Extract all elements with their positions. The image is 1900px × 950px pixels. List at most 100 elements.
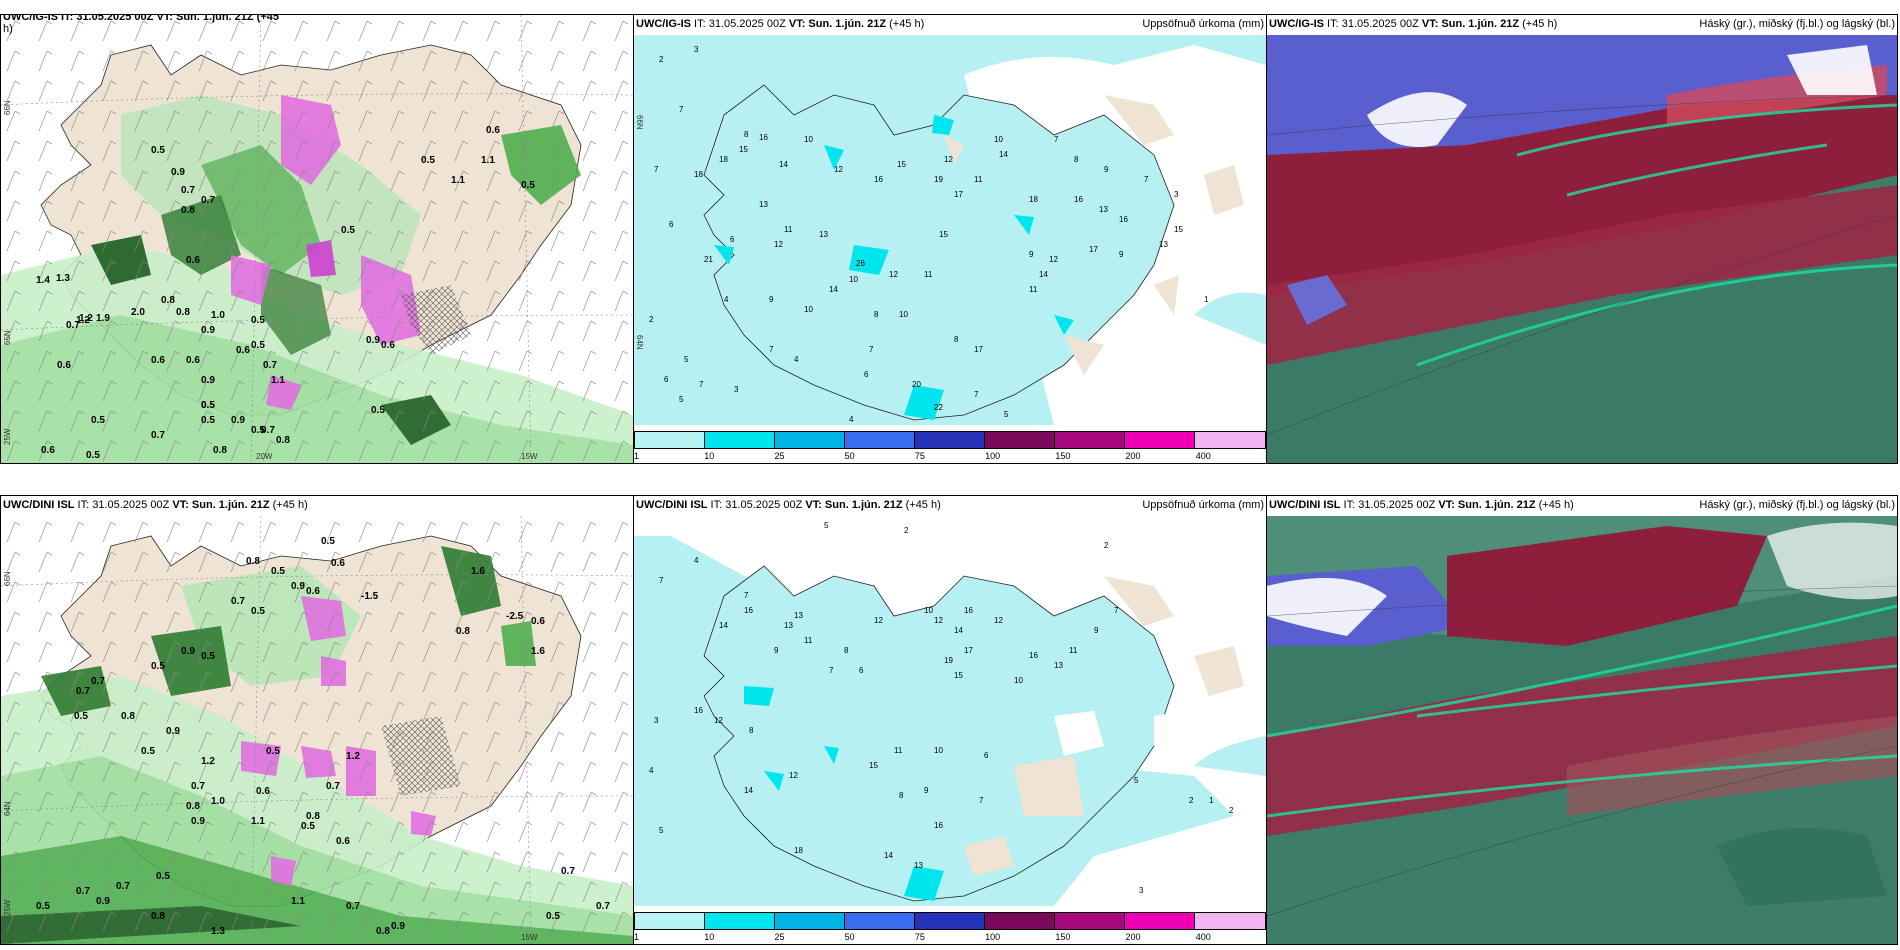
precip-value: 0.5 [201,400,215,411]
colorbar-label: 150 [1055,451,1071,461]
precip-value: 8 [954,335,959,344]
colorbar-swatch [1055,913,1125,929]
precip-value: 0.9 [291,581,305,592]
precip-labels: 0.5 0.9 0.7 0.6 1.1 0.5 0.8 0.5 0.5 1.1 … [1,15,633,463]
precip-value: 1.6 [471,566,485,577]
precip-value: 12 [1049,255,1058,264]
precip-value: 5 [1134,776,1139,785]
precip-value: 13 [784,621,793,630]
precip-value: 9 [1029,250,1034,259]
precip-value: 16 [1074,195,1083,204]
colorbar-label: 100 [985,932,1001,942]
panel-variable: Uppsöfnuð úrkoma (mm) [1142,18,1264,30]
precip-value: 19 [944,656,953,665]
precip-value: 10 [994,135,1003,144]
precip-value: 5 [824,521,829,530]
precip-value: 8 [1074,155,1079,164]
precip-value: 8 [874,310,879,319]
precip-value: 5 [1004,410,1009,419]
panel-variable: Háský (gr.), miðský (fj.bl.) og lágský (… [1699,18,1895,30]
colorbar-swatch [635,432,705,448]
precip-value: 3 [1139,886,1144,895]
precip-value: 0.7 [326,781,340,792]
panel-title: UWC/DINI ISL IT: 31.05.2025 00Z VT: Sun.… [636,499,941,513]
precip-value: 14 [954,626,963,635]
lat-label-25w: 25W [3,899,12,916]
precip-value: 0.5 [371,405,385,416]
dry-land-patches [944,95,1244,375]
precip-value: 0.6 [381,340,395,351]
colorbar-label: 50 [844,451,855,461]
precip-colorbar: 1 10 25 50 75 100 150 200 400 [634,912,1266,944]
precip-value: 6 [984,751,989,760]
precip-labels: 0.5 0.6 0.8 0.5 0.9 0.6 0.7 0.5 -1.5 -2.… [1,516,633,944]
precip-value: 2 [1104,541,1109,550]
precip-value: 18 [694,170,703,179]
precip-value: 0.7 [66,320,80,331]
panel-variable: Háský (gr.), miðský (fj.bl.) og lágský (… [1699,499,1895,511]
precip-value: 1.2 [346,751,360,762]
precip-value: 15 [939,230,948,239]
colorbar-label: 200 [1125,451,1141,461]
colorbar-label: 10 [704,932,715,942]
higher-precip-patches [744,686,944,901]
midcloud-bands [1267,604,1897,818]
precip-value: 0.7 [261,425,275,436]
precip-value: 0.7 [191,781,205,792]
map-bot-mid [634,516,1266,906]
init-time: IT: 31.05.2025 00Z [1324,18,1422,30]
map-top-mid [634,35,1266,425]
precip-value: 0.5 [521,180,535,191]
colorbar-swatch [705,432,775,448]
precip-value: 13 [914,861,923,870]
lat-label-64: 65N [3,330,12,345]
panel-title: UWC/DINI ISL IT: 31.05.2025 00Z VT: Sun.… [3,499,308,513]
precip-value: 0.5 [141,746,155,757]
iceland-coast [703,84,1175,421]
precip-value: 0.8 [276,435,290,446]
precip-value: 4 [724,295,729,304]
precip-value: 0.5 [251,340,265,351]
dry-land-patches [964,576,1244,876]
precip-value: 12 [889,270,898,279]
precip-value: 0.9 [231,415,245,426]
colorbar-label: 75 [914,451,925,461]
colorbar-label: 10 [704,451,715,461]
precip-value: 0.6 [331,558,345,569]
precip-value: 0.7 [201,195,215,206]
model-name: UWC/DINI ISL [1269,499,1341,511]
precip-value: 0.6 [151,355,165,366]
precip-value: 9 [769,295,774,304]
precip-value: 12 [944,155,953,164]
precip-value: 12 [874,616,883,625]
precip-value: 14 [1039,270,1048,279]
lead-time: (+45 h) [269,499,308,511]
panel-title-text: UWC/IG-IS IT: 31.05.2025 00Z VT: Sun. 1.… [3,14,280,23]
precip-value: 14 [884,851,893,860]
precip-value: 0.7 [263,360,277,371]
precip-value: 18 [719,155,728,164]
init-time: IT: 31.05.2025 00Z [1340,499,1439,511]
precip-value: 0.6 [41,445,55,456]
colorbar-swatch [1125,913,1195,929]
colorbar-label: 200 [1125,932,1141,942]
precip-value: 1.1 [251,816,265,827]
colorbar-swatch [1195,432,1265,448]
precip-value: 15 [954,671,963,680]
precip-value: 10 [899,310,908,319]
precip-value: 0.9 [166,726,180,737]
precip-value: 1.2 [201,756,215,767]
precip-value: 7 [654,165,659,174]
precip-value: 0.5 [321,536,335,547]
valid-time: VT: Sun. 1.jún. 21Z [788,18,887,30]
precip-value: 9 [1119,250,1124,259]
precip-value: 0.9 [366,335,380,346]
precip-value: 1.0 [211,310,225,321]
precip-value: 17 [964,646,973,655]
panel-title-wrap: h) [3,23,13,37]
precip-value: 10 [804,135,813,144]
panel-title: UWC/IG-IS IT: 31.05.2025 00Z VT: Sun. 1.… [3,14,280,25]
precip-value: 9 [924,786,929,795]
precip-value: 1 [1209,796,1214,805]
precip-value: 1.2 [79,313,93,324]
